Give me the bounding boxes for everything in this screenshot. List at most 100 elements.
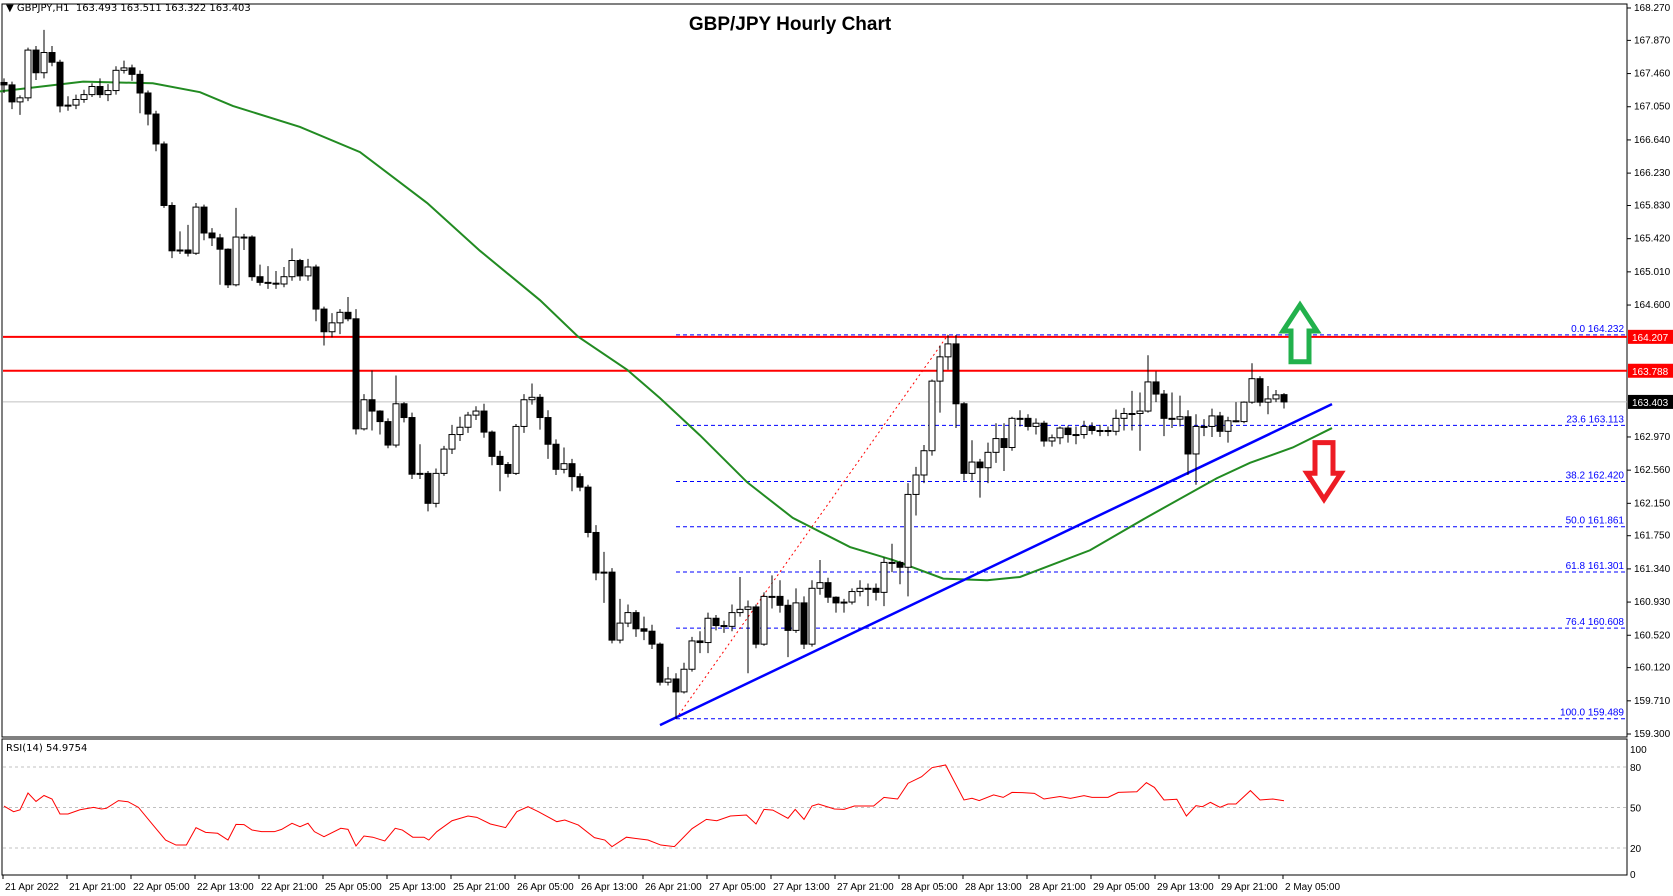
- candle-bearish: [1216, 415, 1224, 432]
- candle-bearish: [1064, 427, 1072, 436]
- candle-bearish: [136, 73, 144, 94]
- candle-bearish: [1256, 378, 1264, 403]
- candle-bullish: [1264, 398, 1272, 403]
- time-axis-label: 28 Apr 13:00: [965, 882, 1022, 893]
- candle-bullish: [192, 206, 200, 254]
- candle-bearish: [800, 602, 808, 645]
- candle-bullish: [984, 451, 992, 469]
- candle-bullish: [848, 591, 856, 603]
- candle-bullish: [392, 403, 400, 446]
- candle-bearish: [608, 571, 616, 641]
- price-axis-label: 164.600: [1634, 300, 1671, 311]
- candle-bearish: [832, 596, 840, 604]
- candle-bullish: [1096, 429, 1104, 432]
- time-axis-label: 27 Apr 13:00: [773, 882, 830, 893]
- candle-bearish: [1168, 417, 1176, 420]
- chart-title: GBP/JPY Hourly Chart: [688, 14, 892, 35]
- candle-bullish: [40, 52, 48, 74]
- down-arrow-icon: [1302, 440, 1346, 504]
- candle-bullish: [688, 640, 696, 670]
- triangle-down-icon[interactable]: ▼: [6, 3, 14, 14]
- candle-bearish: [656, 643, 664, 683]
- candle-bearish: [584, 486, 592, 533]
- candle-bearish: [976, 461, 984, 469]
- candle-bullish: [880, 561, 888, 593]
- candle-bullish: [80, 94, 88, 100]
- candle-bullish: [64, 104, 72, 107]
- candle-bullish: [512, 425, 520, 474]
- candle-bullish: [464, 414, 472, 428]
- candle-bearish: [256, 276, 264, 283]
- rsi-axis-label: 80: [1630, 763, 1642, 774]
- candle-bullish: [768, 595, 776, 598]
- candle-bearish: [1000, 438, 1008, 448]
- fib-level-label: 100.0 159.489: [1560, 708, 1624, 719]
- candle-bullish: [440, 448, 448, 474]
- candle-bullish: [888, 561, 896, 564]
- price-axis-label: 167.870: [1634, 35, 1671, 46]
- candle-bullish: [1048, 437, 1056, 442]
- up-arrow-icon: [1278, 300, 1322, 365]
- price-axis-label: 160.520: [1634, 630, 1671, 641]
- candle-bullish: [520, 399, 528, 427]
- candle-bearish: [216, 237, 224, 250]
- candle-bullish: [1112, 417, 1120, 432]
- candle-bearish: [152, 113, 160, 145]
- candle-bearish: [56, 61, 64, 107]
- candle-bearish: [712, 617, 720, 627]
- candle-bullish: [736, 608, 744, 614]
- candle-bearish: [1160, 393, 1168, 419]
- candle-bullish: [904, 493, 912, 568]
- candle-bearish: [320, 308, 328, 333]
- time-axis-label: 21 Apr 21:00: [69, 882, 126, 893]
- candle-bearish: [160, 143, 168, 206]
- candle-bullish: [1080, 425, 1088, 436]
- rsi-line: [3, 764, 1285, 848]
- candle-bearish: [568, 463, 576, 478]
- candle-bullish: [1176, 416, 1184, 420]
- candle-bearish: [1184, 416, 1192, 455]
- chart-header: ▼ GBPJPY,H1 163.493 163.511 163.322 163.…: [6, 3, 251, 14]
- price-tag: [1628, 394, 1673, 409]
- candle-bullish: [560, 463, 568, 470]
- price-axis-label: 166.230: [1634, 168, 1671, 179]
- candle-bearish: [272, 282, 280, 285]
- candle-bearish: [632, 612, 640, 630]
- price-tag-label: 163.788: [1632, 367, 1669, 378]
- time-axis-label: 27 Apr 05:00: [709, 882, 766, 893]
- moving-average-line: [0, 80, 1333, 582]
- trendline[interactable]: [659, 403, 1333, 727]
- candle-bearish: [952, 343, 960, 405]
- candle-bullish: [336, 311, 344, 324]
- price-axis-label: 165.010: [1634, 267, 1671, 278]
- candle-bearish: [184, 249, 192, 254]
- time-axis-label: 25 Apr 05:00: [325, 882, 382, 893]
- candle-bullish: [1240, 401, 1248, 423]
- candle-bullish: [104, 90, 112, 96]
- symbol-label: GBPJPY,H1: [16, 3, 70, 14]
- candle-bearish: [8, 84, 16, 103]
- candle-bullish: [680, 668, 688, 693]
- time-axis-label: 26 Apr 21:00: [645, 882, 702, 893]
- candle-bearish: [168, 204, 176, 252]
- candle-bullish: [600, 571, 608, 574]
- price-axis-label: 162.970: [1634, 432, 1671, 443]
- candle-bearish: [1232, 420, 1240, 423]
- candle-bullish: [432, 472, 440, 504]
- candle-bullish: [912, 474, 920, 495]
- candle-bullish: [840, 601, 848, 604]
- rsi-axis-label: 20: [1630, 844, 1642, 855]
- candle-bearish: [0, 81, 8, 86]
- candle-bullish: [24, 49, 32, 99]
- candle-bearish: [1088, 425, 1096, 431]
- candle-bearish: [720, 625, 728, 628]
- candle-bearish: [408, 417, 416, 475]
- price-tag-label: 164.207: [1632, 333, 1669, 344]
- time-axis-label: 2 May 05:00: [1285, 882, 1340, 893]
- candle-bullish: [816, 582, 824, 589]
- candle-bullish: [920, 450, 928, 476]
- candle-bullish: [1136, 410, 1144, 414]
- fib-level-label: 61.8 161.301: [1566, 561, 1625, 572]
- candle-bearish: [552, 443, 560, 470]
